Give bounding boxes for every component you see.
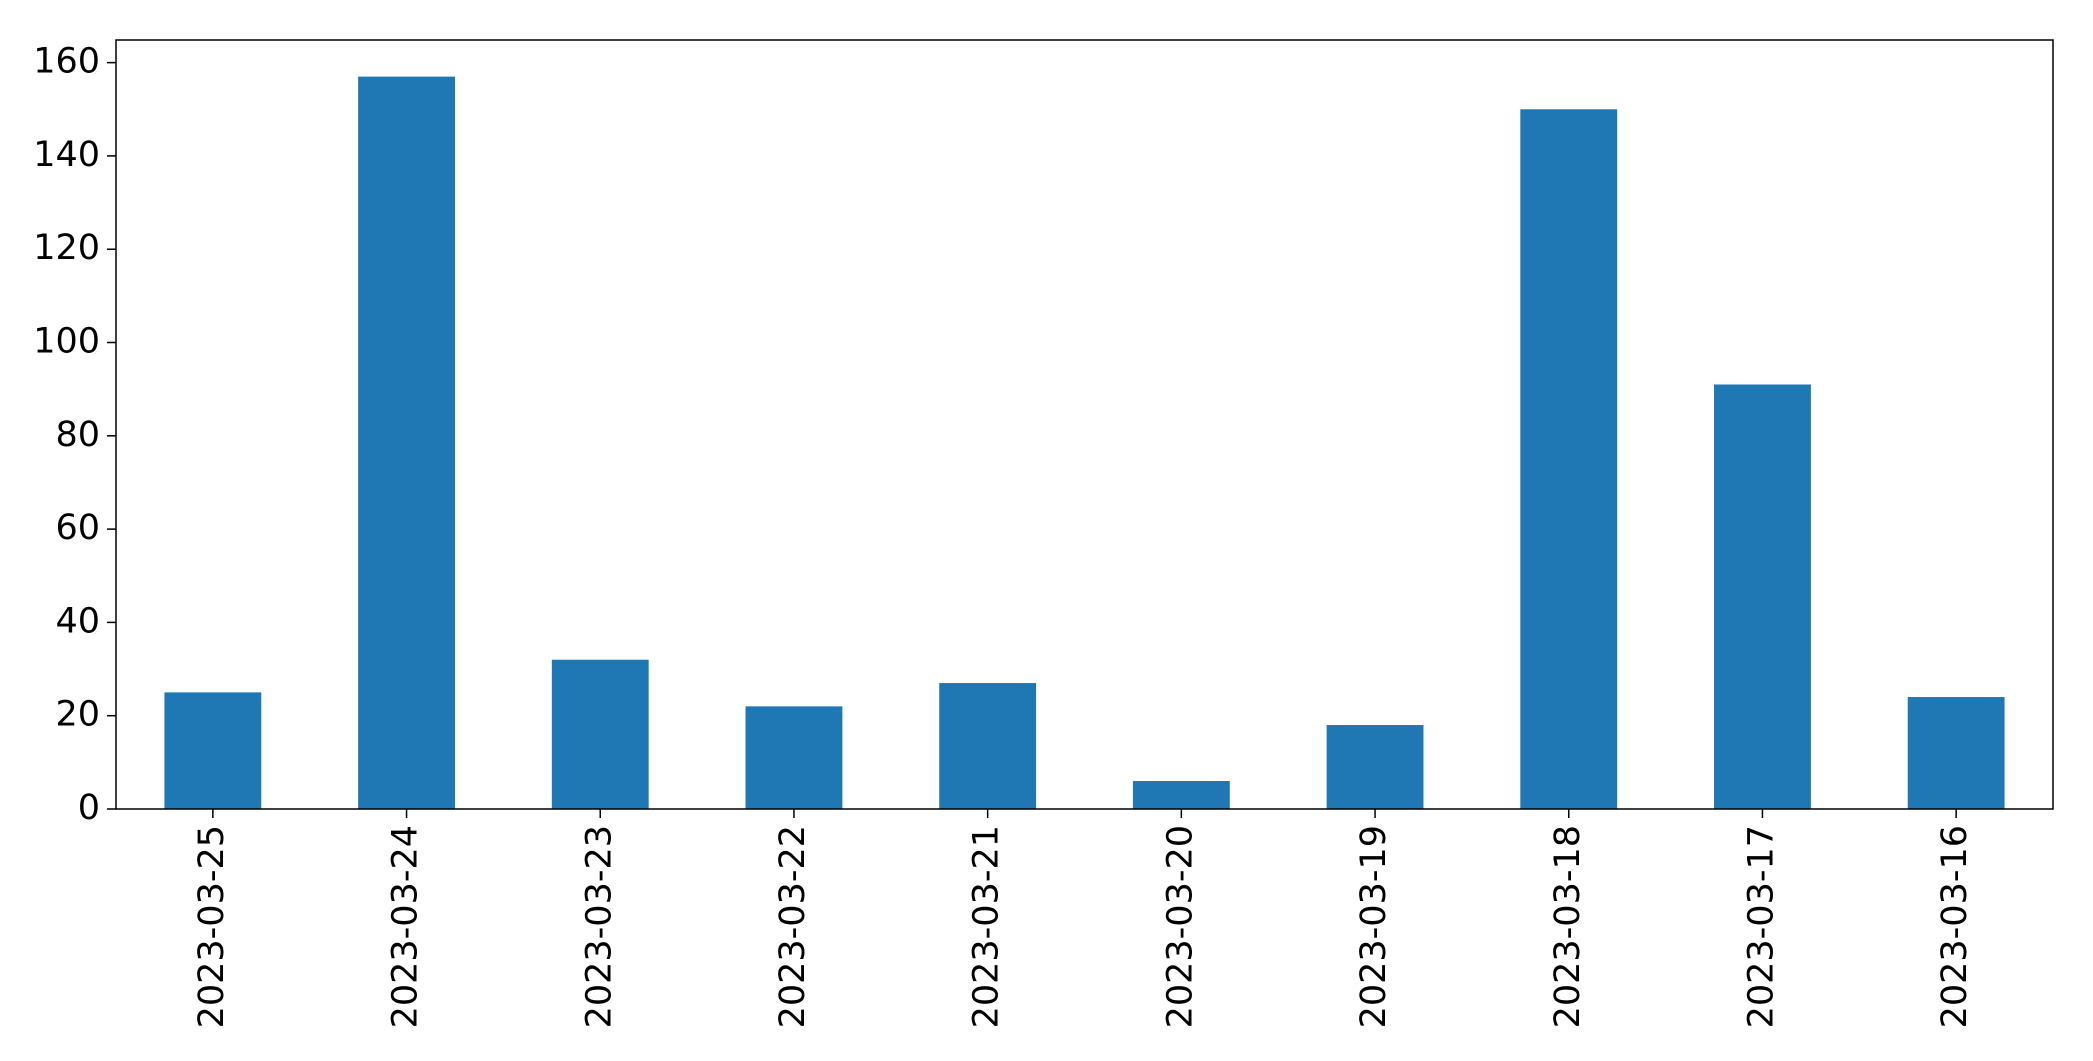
x-tick-label: 2023-03-19 — [1354, 825, 1394, 1028]
y-tick-label: 80 — [55, 415, 100, 455]
bar — [551, 659, 649, 809]
bar — [1907, 697, 2005, 809]
bar — [1132, 781, 1230, 809]
bar — [1714, 384, 1811, 809]
y-tick-label: 160 — [33, 42, 100, 82]
x-tick-label: 2023-03-23 — [579, 825, 619, 1028]
x-tick-label: 2023-03-25 — [192, 825, 232, 1028]
y-tick-label: 20 — [55, 695, 100, 735]
x-tick-label: 2023-03-18 — [1548, 825, 1588, 1028]
x-tick-label: 2023-03-20 — [1160, 825, 1200, 1028]
bar — [1520, 109, 1618, 810]
x-tick-label: 2023-03-24 — [386, 825, 426, 1028]
y-tick-label: 60 — [55, 508, 100, 548]
y-tick-label: 0 — [78, 788, 100, 828]
bar — [939, 683, 1037, 809]
x-tick-label: 2023-03-17 — [1741, 825, 1781, 1028]
y-tick-label: 40 — [55, 601, 100, 641]
y-tick-label: 120 — [33, 228, 100, 268]
x-tick-label: 2023-03-16 — [1935, 825, 1975, 1028]
bar — [745, 706, 843, 809]
bar — [164, 692, 262, 809]
bar — [1326, 725, 1424, 809]
x-tick-label: 2023-03-22 — [773, 825, 813, 1028]
plot-frame — [115, 39, 2054, 810]
y-tick-label: 140 — [33, 135, 100, 175]
x-tick-label: 2023-03-21 — [967, 825, 1007, 1028]
bar — [358, 76, 455, 810]
y-tick-label: 100 — [33, 322, 100, 362]
